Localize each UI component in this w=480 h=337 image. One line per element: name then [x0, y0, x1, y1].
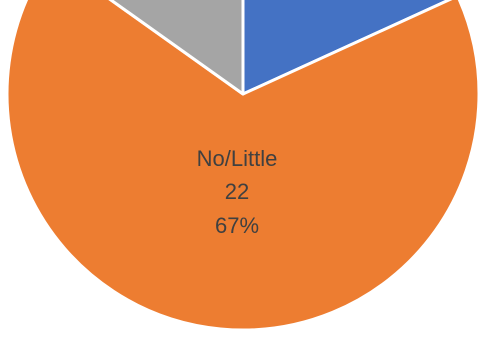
slice-label-percent: 67% [215, 213, 259, 238]
slice-label-no-little: No/Little 22 67% [197, 146, 278, 238]
slice-label-category: No/Little [197, 146, 278, 171]
pie-slices [5, 0, 480, 332]
pie-slice-no-little [5, 0, 480, 332]
slice-label-value: 22 [225, 179, 249, 204]
pie-slice-gray [108, 0, 245, 96]
